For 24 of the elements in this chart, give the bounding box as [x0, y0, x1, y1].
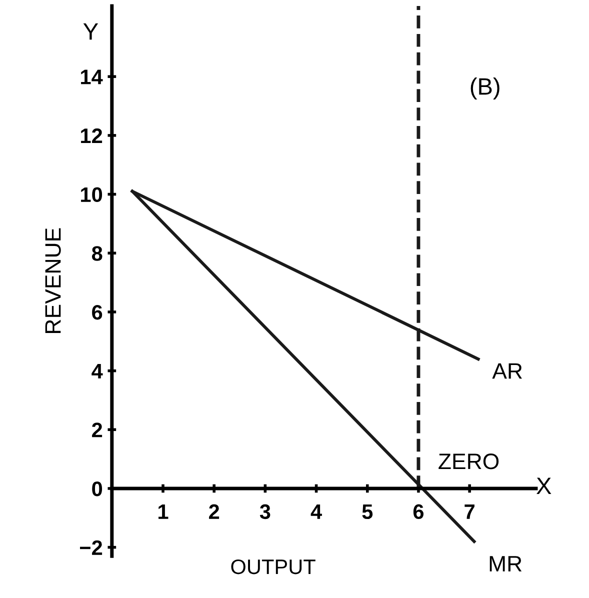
y-tick-label: 0 [92, 481, 102, 496]
x-tick-label: 2 [209, 504, 220, 519]
y-tick-label: −2 [80, 540, 102, 555]
y-tick-label: 6 [92, 304, 102, 320]
annotation: ZERO [438, 454, 499, 470]
x-axis-title: OUTPUT [231, 559, 316, 574]
text: X [536, 478, 552, 494]
y-tick-label: 4 [92, 364, 103, 378]
text: Y [83, 23, 98, 40]
y-tick-label: 14 [81, 70, 103, 84]
y-axis-title: REVENUE [45, 228, 61, 333]
x-tick-label: 6 [413, 504, 424, 520]
series-label: MR [490, 556, 522, 572]
x-tick-label: 1 [158, 504, 168, 519]
y-tick-label: 2 [92, 422, 102, 438]
y-tick-label: 8 [92, 246, 102, 261]
annotation: (B) [470, 78, 500, 100]
series-label: AR [492, 363, 522, 379]
y-tick-label: 10 [81, 187, 102, 202]
x-tick-label: 4 [310, 504, 322, 519]
x-tick-label: 5 [362, 504, 373, 520]
x-tick-label: 7 [464, 504, 474, 519]
y-tick-label: 12 [81, 128, 102, 143]
x-tick-label: 3 [260, 504, 270, 520]
